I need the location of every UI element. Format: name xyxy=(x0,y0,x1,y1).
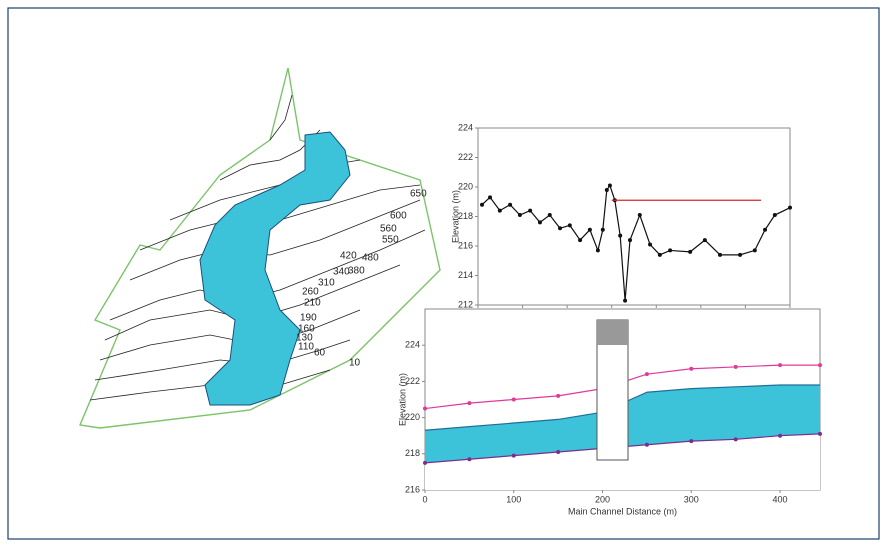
point xyxy=(689,439,694,444)
point xyxy=(423,460,427,465)
point xyxy=(511,397,516,402)
x-axis-label: Main Channel Distance (m) xyxy=(568,506,677,516)
point xyxy=(528,208,533,213)
point xyxy=(508,202,513,207)
point xyxy=(556,449,561,454)
point xyxy=(688,249,693,254)
station-label: 130 xyxy=(296,333,313,344)
point xyxy=(772,213,777,218)
y-tick-label: 222 xyxy=(405,376,420,386)
point xyxy=(467,401,472,406)
x-tick-label: 300 xyxy=(684,494,699,504)
station-label: 380 xyxy=(348,266,365,277)
point xyxy=(537,220,542,225)
point xyxy=(556,393,561,398)
point xyxy=(644,372,649,377)
line xyxy=(481,184,791,301)
point xyxy=(558,226,563,231)
point xyxy=(733,437,738,442)
point xyxy=(618,233,623,238)
point xyxy=(604,187,609,192)
point xyxy=(763,227,768,232)
point xyxy=(733,364,738,369)
plan-view: 650 600 560 550 480 420 380 340 310 260 … xyxy=(79,67,441,429)
model-boundary xyxy=(79,67,441,429)
point xyxy=(657,252,662,257)
point xyxy=(587,227,592,232)
station-label: 480 xyxy=(362,253,379,264)
y-tick-label: 216 xyxy=(458,240,473,250)
point xyxy=(567,223,572,228)
point xyxy=(607,183,612,188)
point xyxy=(497,208,502,213)
y-axis-label: Elevation (m) xyxy=(397,373,407,426)
point xyxy=(517,213,522,218)
y-tick-label: 224 xyxy=(405,340,420,350)
station-label: 650 xyxy=(410,189,427,200)
y-tick-label: 216 xyxy=(405,484,420,494)
y-tick-label: 218 xyxy=(405,448,420,458)
point xyxy=(689,366,694,371)
station-label: 190 xyxy=(300,313,317,324)
station-label: 420 xyxy=(340,251,357,262)
x-tick-label: 100 xyxy=(506,494,521,504)
point xyxy=(623,298,628,303)
point xyxy=(752,248,757,253)
point xyxy=(648,242,653,247)
point xyxy=(595,248,600,253)
point xyxy=(778,363,783,368)
station-label: 340 xyxy=(333,267,350,278)
y-tick-label: 220 xyxy=(458,181,473,191)
y-tick-label: 220 xyxy=(405,412,420,422)
point xyxy=(480,202,485,207)
plot-area xyxy=(477,127,791,306)
point xyxy=(488,195,493,200)
station-label: 600 xyxy=(390,211,407,222)
point xyxy=(718,252,723,257)
station-label: 310 xyxy=(318,278,335,289)
y-tick-label: 214 xyxy=(458,270,473,280)
point xyxy=(738,252,743,257)
station-label: 550 xyxy=(382,235,399,246)
station-label: 210 xyxy=(304,298,321,309)
station-label: 60 xyxy=(314,348,326,359)
point xyxy=(578,238,583,243)
station-label: 160 xyxy=(298,324,315,335)
point xyxy=(778,433,783,438)
y-tick-label: 218 xyxy=(458,211,473,221)
station-label: 10 xyxy=(349,358,361,369)
point xyxy=(818,363,822,368)
channel xyxy=(199,131,351,406)
point xyxy=(467,457,472,462)
station-label: 110 xyxy=(298,342,314,353)
x-tick-label: 200 xyxy=(595,494,610,504)
point xyxy=(423,406,427,411)
y-tick-label: 222 xyxy=(458,152,473,162)
y-tick-label: 212 xyxy=(458,299,473,309)
point xyxy=(547,213,552,218)
point xyxy=(637,213,642,218)
point xyxy=(668,248,673,253)
point xyxy=(644,442,649,447)
x-tick-label: 400 xyxy=(773,494,788,504)
x-tick-label: 0 xyxy=(422,494,427,504)
station-label: 560 xyxy=(380,224,397,235)
bridge-deck xyxy=(597,320,628,345)
point xyxy=(702,238,707,243)
y-axis-label: Elevation (m) xyxy=(450,190,460,243)
station-label: 260 xyxy=(302,287,319,298)
point xyxy=(818,431,822,436)
point xyxy=(627,238,632,243)
y-tick-label: 224 xyxy=(458,122,473,132)
area xyxy=(425,433,820,490)
point xyxy=(511,453,516,458)
point xyxy=(788,205,792,210)
point xyxy=(600,227,605,232)
